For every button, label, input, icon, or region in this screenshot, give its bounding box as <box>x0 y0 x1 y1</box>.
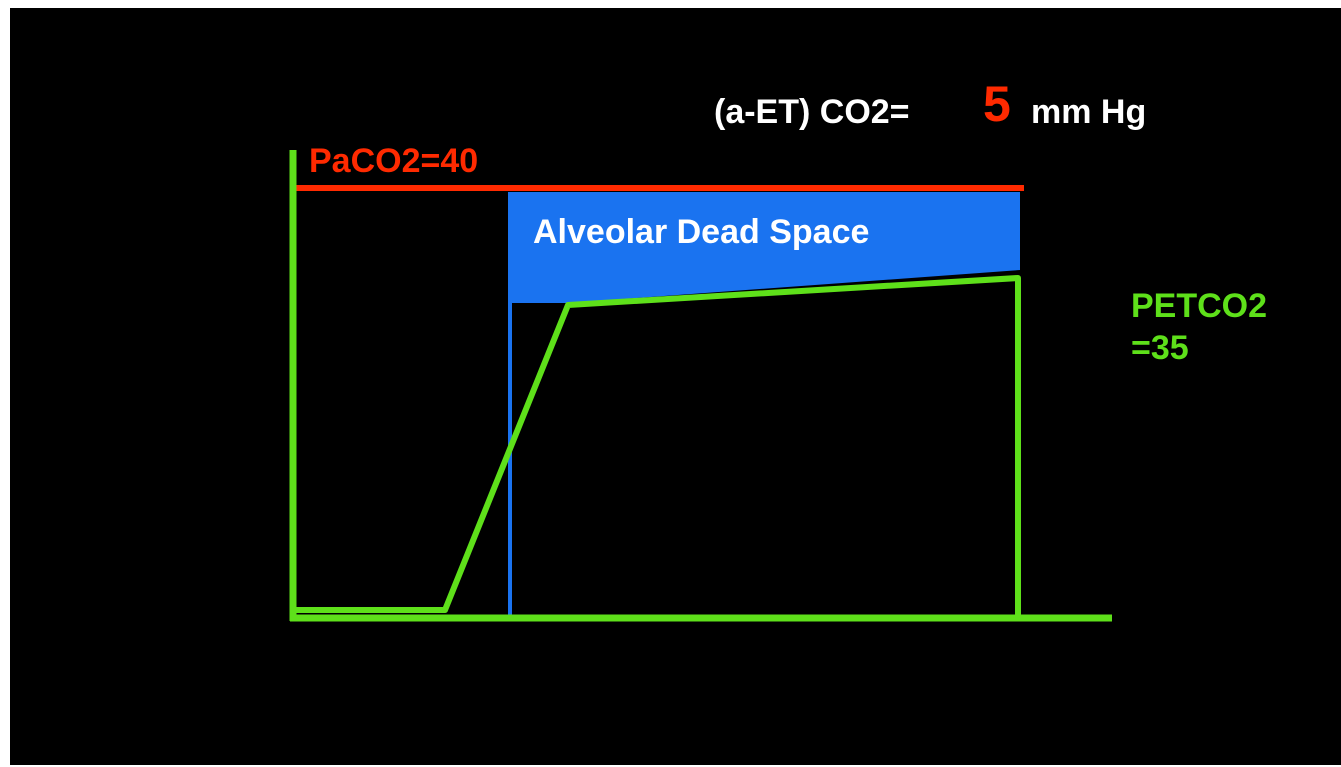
background <box>10 8 1341 765</box>
capnogram-curve <box>293 275 1021 618</box>
petco2-value: =35 <box>1131 329 1189 367</box>
gradient-unit: mm Hg <box>1031 93 1146 131</box>
petco2-label: PETCO2 <box>1131 287 1267 325</box>
region-label: Alveolar Dead Space <box>533 213 869 251</box>
gradient-label: (a-ET) CO2= <box>714 93 910 131</box>
dead-space-area <box>508 192 1020 303</box>
paco2-label: PaCO2=40 <box>309 142 478 180</box>
gradient-value: 5 <box>983 76 1011 132</box>
